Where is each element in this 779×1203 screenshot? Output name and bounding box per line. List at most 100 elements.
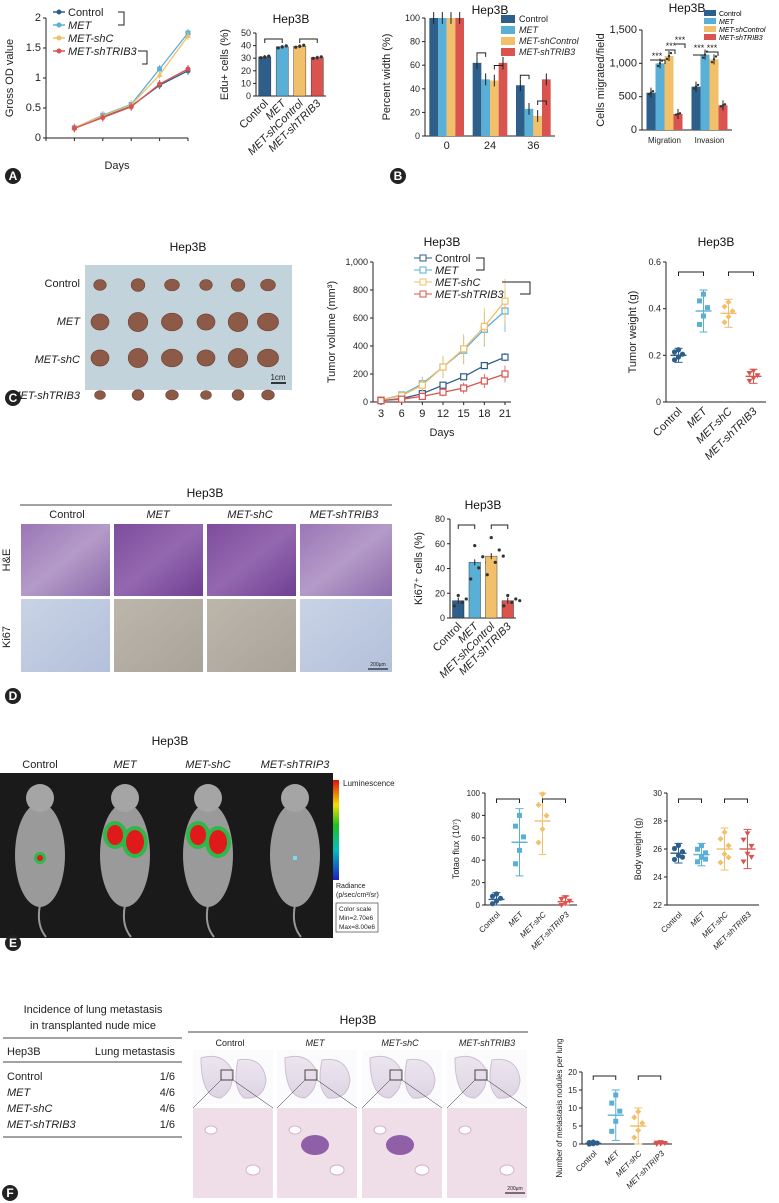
table-title-line1: Incidence of lung metastasis (24, 1004, 163, 1016)
data-point (418, 392, 426, 400)
data-point (493, 898, 500, 904)
y-tick-label: 80 (410, 37, 420, 47)
data-point (653, 1140, 660, 1146)
y-tick-label: 30 (241, 53, 251, 63)
sig-bracket (118, 11, 125, 26)
y-tick-label: 28 (653, 817, 662, 826)
mouse-head (26, 784, 54, 812)
data-point (456, 593, 460, 598)
sig-bracket (490, 524, 509, 529)
data-point (725, 854, 732, 861)
y-tick-label: 1,000 (609, 57, 637, 69)
sig-bracket (519, 74, 530, 80)
data-point (748, 854, 755, 860)
histo-col-metshtrib3: MET-shTRIB3 (310, 509, 380, 521)
data-point (477, 566, 481, 570)
data-point (754, 373, 761, 379)
bar (472, 62, 482, 137)
sig-bracket (457, 524, 476, 529)
chart-title: Hep3B (698, 235, 735, 249)
panel-d-title: Hep3B (187, 486, 224, 500)
data-point (377, 397, 385, 405)
bar (468, 562, 481, 619)
bar (664, 56, 674, 130)
data-point (497, 895, 504, 901)
data-point (514, 597, 518, 601)
luminescence-signal (293, 856, 297, 860)
mouse-tail (37, 904, 47, 938)
data-point (679, 351, 686, 357)
sig-label: *** (675, 35, 686, 45)
data-point (717, 859, 724, 866)
data-point (594, 1140, 600, 1146)
tumor-specimen (260, 278, 276, 292)
data-point (701, 291, 706, 297)
tumor-specimen (94, 390, 106, 400)
bar (446, 18, 456, 136)
zoom-box (304, 1069, 318, 1081)
lung-lobe (369, 1055, 402, 1099)
data-point (128, 104, 134, 110)
sig-bracket (665, 49, 676, 54)
x-tick-label: 21 (499, 408, 511, 420)
y-tick-label: 400 (353, 341, 368, 351)
tumor-specimen (131, 389, 145, 401)
data-point (418, 381, 426, 389)
data-point (671, 845, 678, 852)
ki67-image-metshtrib3 (300, 599, 392, 672)
data-point (613, 1092, 619, 1098)
legend-label: MET-shControl (719, 27, 766, 34)
data-point (675, 347, 682, 353)
y-tick-label: 100 (467, 789, 481, 798)
mouse-head (281, 784, 309, 812)
lung-col-control: Control (215, 1038, 244, 1048)
bar (691, 86, 701, 130)
data-point (699, 843, 704, 849)
data-point (185, 66, 191, 72)
x-tick-label: Control (574, 1149, 599, 1174)
y-tick-label: 10 (241, 78, 251, 88)
legend-label: MET-shTRIB3 (435, 289, 505, 301)
data-point (100, 115, 106, 121)
data-point (721, 303, 728, 310)
data-point (294, 45, 298, 49)
sig-bracket (542, 798, 566, 803)
color-scale-max: Max=8.00e6 (339, 924, 375, 931)
data-point (185, 33, 191, 38)
svg-text:D: D (9, 689, 18, 703)
chart-title: Hep3B (424, 235, 461, 249)
luminescence-signal (107, 825, 123, 845)
data-point (535, 801, 542, 808)
svg-text:1/6: 1/6 (160, 1119, 175, 1131)
chart-c-tumor-volume: 0 200 400 600 800 1,000 Tumor volume (mm³) Hep3… (326, 235, 531, 439)
bar (310, 57, 324, 97)
y-tick-label: 1,000 (345, 257, 368, 267)
y-tick-label: 26 (653, 845, 662, 854)
data-point (699, 854, 704, 860)
data-point (725, 313, 732, 320)
bar (293, 46, 307, 97)
zoom-line (361, 1079, 391, 1109)
zoom-line (486, 1079, 528, 1109)
x-tick-label: 24 (484, 140, 496, 152)
tumor-specimen (93, 279, 107, 291)
data-point (398, 395, 406, 403)
data-point (723, 103, 727, 106)
y-tick-label: 20 (435, 588, 445, 598)
data-point (510, 600, 514, 605)
tumor-row-control: Control (45, 278, 80, 290)
x-tick-label: Control (659, 910, 684, 935)
y-tick-label: 0.6 (648, 257, 661, 267)
panel-label-b: B (390, 168, 406, 184)
sig-bracket (678, 798, 702, 803)
panel-f-title: Hep3B (340, 1013, 377, 1027)
bar (700, 54, 710, 130)
legend-swatch (704, 34, 716, 40)
y-tick-label: 1,500 (609, 24, 637, 36)
chart-f-nodules: 0 5 10 15 20 Number of metastasis nodules per… (555, 1038, 672, 1191)
luminescence-scale (333, 780, 339, 880)
data-point (696, 83, 700, 87)
data-point (725, 842, 732, 849)
alveolus (373, 1125, 387, 1135)
